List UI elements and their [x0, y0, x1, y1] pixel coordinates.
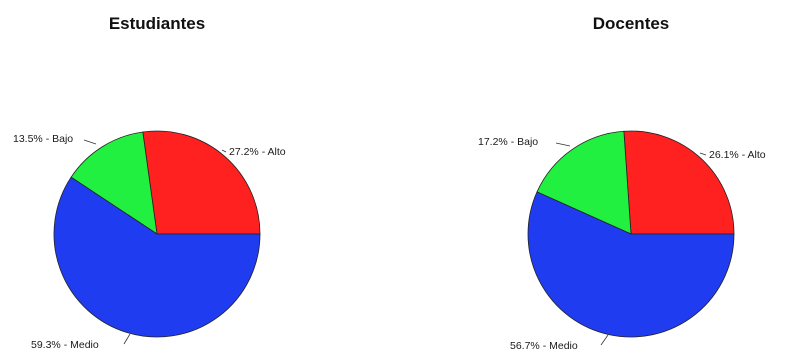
slice-label-medio: 56.7% - Medio	[510, 340, 578, 352]
chart-title: Docentes	[593, 14, 670, 33]
slice-label-bajo: 17.2% - Bajo	[478, 136, 538, 148]
pie-slice-bajo	[536, 130, 632, 235]
chart-docentes: Docentes 26.1% - Alto 17.2% - Bajo 56.7% -…	[478, 14, 766, 352]
label-leader-line	[555, 142, 571, 147]
pie-slice-medio	[53, 176, 261, 338]
chart-title: Estudiantes	[109, 14, 205, 33]
slice-label-bajo: 13.5% - Bajo	[13, 133, 73, 145]
pie-slice-bajo	[70, 131, 158, 235]
chart-estudiantes: Estudiantes 27.2% - Alto 13.5% - Bajo 59.3…	[13, 14, 286, 351]
label-leader-line	[83, 139, 97, 145]
pie-slice-alto	[142, 130, 261, 235]
pie-slice-alto	[623, 130, 735, 235]
label-leader-line	[600, 334, 609, 346]
label-leader-line	[123, 333, 131, 345]
label-leader-line	[699, 152, 707, 156]
slice-label-alto: 27.2% - Alto	[229, 146, 286, 158]
slice-label-medio: 59.3% - Medio	[31, 339, 99, 351]
slice-label-alto: 26.1% - Alto	[709, 149, 766, 161]
pie-slice-medio	[527, 191, 735, 338]
label-leader-line	[221, 149, 227, 153]
